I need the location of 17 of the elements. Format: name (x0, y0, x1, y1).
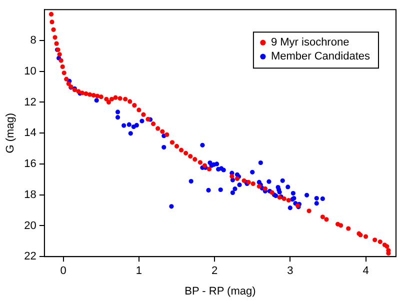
y-tick-label: 10 (24, 65, 36, 78)
legend-label: Member Candidates (270, 50, 370, 63)
x-tick-label: 0 (60, 265, 66, 278)
y-tick-label: 12 (24, 96, 36, 108)
y-axis-title: G (mag) (4, 112, 17, 154)
x-axis-title: BP - RP (mag) (184, 285, 256, 298)
legend-label: 9 Myr isochrone (270, 36, 350, 49)
x-tick-label: 2 (211, 265, 218, 278)
x-tick-label: 4 (362, 265, 369, 278)
y-tick-label: 14 (24, 127, 36, 140)
y-tick-label: 22 (24, 250, 36, 263)
y-tick-label: 20 (24, 220, 36, 232)
x-tick-label: 3 (287, 265, 294, 278)
y-tick-label: 18 (24, 188, 36, 201)
y-tick-label: 8 (30, 34, 36, 47)
y-tick-label: 16 (24, 158, 36, 170)
x-tick-label: 1 (136, 265, 142, 278)
